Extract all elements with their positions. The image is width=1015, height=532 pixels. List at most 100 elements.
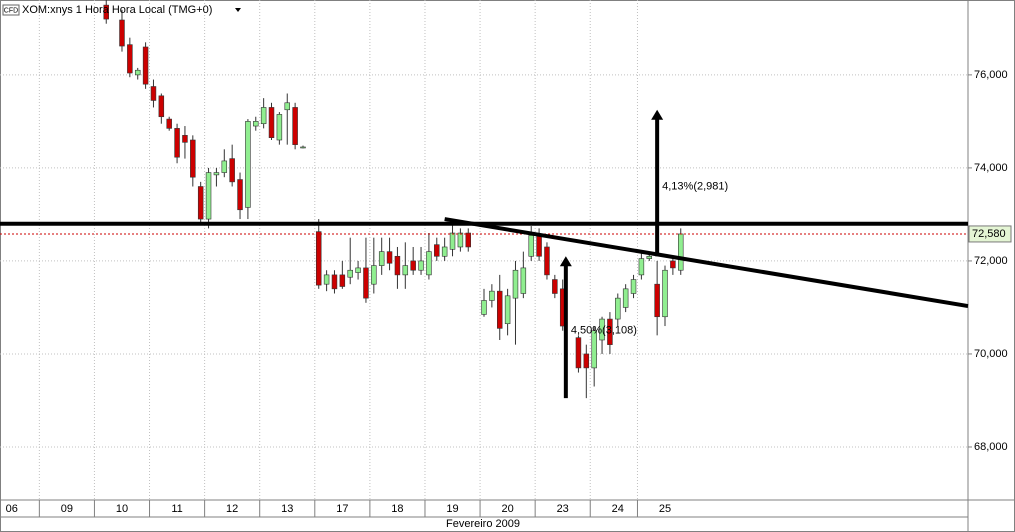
icon-label: CFD bbox=[4, 7, 18, 14]
x-tick-label: 19 bbox=[446, 503, 458, 515]
candle-body bbox=[371, 265, 377, 285]
candle-body bbox=[355, 267, 361, 273]
candle-body bbox=[544, 246, 550, 276]
candle-body bbox=[449, 232, 456, 250]
candle-body bbox=[197, 186, 204, 220]
candle-body bbox=[245, 121, 251, 208]
candle-body bbox=[662, 269, 668, 318]
x-tick-label: 06 bbox=[6, 503, 18, 515]
candle-body bbox=[599, 318, 605, 341]
candles bbox=[103, 0, 684, 399]
chart-title[interactable]: XOM:xnys 1 Hora Hora Local (TMG+0) bbox=[22, 4, 212, 16]
icon bbox=[2, 4, 20, 16]
dropdown-arrow[interactable] bbox=[235, 8, 241, 12]
candle-body bbox=[434, 244, 440, 257]
x-tick-label: 20 bbox=[501, 503, 513, 515]
candle-body bbox=[678, 233, 684, 271]
candle-body bbox=[418, 260, 424, 271]
candle-body bbox=[268, 107, 275, 138]
candle-body bbox=[363, 267, 369, 299]
candle-body bbox=[615, 297, 621, 320]
x-tick-label: 17 bbox=[336, 503, 348, 515]
candle-body bbox=[315, 231, 322, 286]
candle-body bbox=[622, 288, 629, 308]
candle-body bbox=[323, 274, 330, 285]
candle-body bbox=[386, 251, 393, 264]
candle-body bbox=[520, 267, 527, 294]
candle-body bbox=[638, 258, 645, 276]
grid bbox=[0, 0, 968, 500]
candle-body bbox=[174, 128, 180, 158]
candle-body bbox=[347, 269, 353, 278]
candle-body bbox=[103, 4, 109, 20]
candle-body bbox=[119, 19, 125, 47]
candle-body bbox=[229, 158, 235, 183]
candle-body bbox=[536, 235, 542, 257]
candle-body bbox=[166, 118, 172, 129]
candle-body bbox=[394, 255, 401, 276]
x-tick-label: 25 bbox=[659, 503, 671, 515]
candle-body bbox=[221, 160, 228, 173]
candle-body bbox=[260, 107, 267, 125]
x-tick-label: 09 bbox=[61, 503, 73, 515]
last-price-label: 72,580 bbox=[972, 228, 1006, 240]
candle-body bbox=[339, 274, 346, 287]
candle-body bbox=[158, 95, 165, 118]
candle-body bbox=[497, 290, 503, 329]
candle-body bbox=[142, 46, 149, 85]
candle-body bbox=[190, 139, 196, 178]
x-tick-label: 24 bbox=[612, 503, 624, 515]
arrow-label: 4,13%(2,981) bbox=[662, 180, 728, 192]
drawings: 4,50%(3,108) 4,13%(2,981) bbox=[0, 109, 969, 399]
candle-body bbox=[410, 260, 416, 271]
x-tick-label: 10 bbox=[116, 503, 128, 515]
candle-body bbox=[378, 251, 385, 266]
candle-body bbox=[205, 172, 212, 220]
candle-body bbox=[457, 232, 464, 248]
candle-body bbox=[134, 69, 141, 76]
x-tick-label: 11 bbox=[171, 503, 182, 515]
candle-body bbox=[441, 246, 448, 257]
candle-body bbox=[489, 290, 495, 301]
y-tick-label: 76,000 bbox=[974, 69, 1008, 81]
arrow-head bbox=[559, 256, 572, 267]
candle-body bbox=[253, 121, 259, 127]
x-tick-label: 12 bbox=[226, 503, 238, 515]
candle-body bbox=[607, 318, 613, 345]
candle-body bbox=[583, 353, 590, 369]
candle-body bbox=[575, 337, 582, 369]
candle-body bbox=[331, 274, 338, 290]
candle-body bbox=[646, 255, 653, 259]
candle-body bbox=[213, 172, 220, 176]
candle-body bbox=[552, 279, 558, 294]
candle-body bbox=[670, 260, 676, 269]
candle-body bbox=[591, 330, 597, 369]
y-tick-label: 74,000 bbox=[974, 162, 1008, 174]
x-tick-label: 23 bbox=[557, 503, 569, 515]
x-tick-label: 13 bbox=[281, 503, 293, 515]
trendline bbox=[444, 217, 969, 309]
candle-body bbox=[465, 232, 471, 248]
candle-body bbox=[654, 283, 660, 318]
candle-body bbox=[150, 86, 157, 101]
candle-body bbox=[630, 279, 637, 294]
candle-body bbox=[528, 235, 534, 257]
candle-body bbox=[237, 179, 243, 211]
arrow-head bbox=[651, 109, 664, 120]
candle-body bbox=[292, 107, 298, 145]
candle-body bbox=[504, 295, 511, 325]
candle-body bbox=[512, 269, 519, 299]
candle-body bbox=[426, 251, 432, 276]
y-tick-label: 68,000 bbox=[974, 441, 1008, 453]
y-tick-label: 72,000 bbox=[974, 255, 1008, 267]
candle-body bbox=[127, 44, 133, 74]
candle-body bbox=[182, 135, 188, 143]
candle-body bbox=[276, 114, 283, 141]
x-tick-label: 18 bbox=[391, 503, 403, 515]
x-axis-label: Fevereiro 2009 bbox=[446, 518, 520, 530]
candle-body bbox=[300, 146, 306, 149]
last-price-box bbox=[968, 225, 1012, 243]
candle-body bbox=[402, 265, 409, 276]
